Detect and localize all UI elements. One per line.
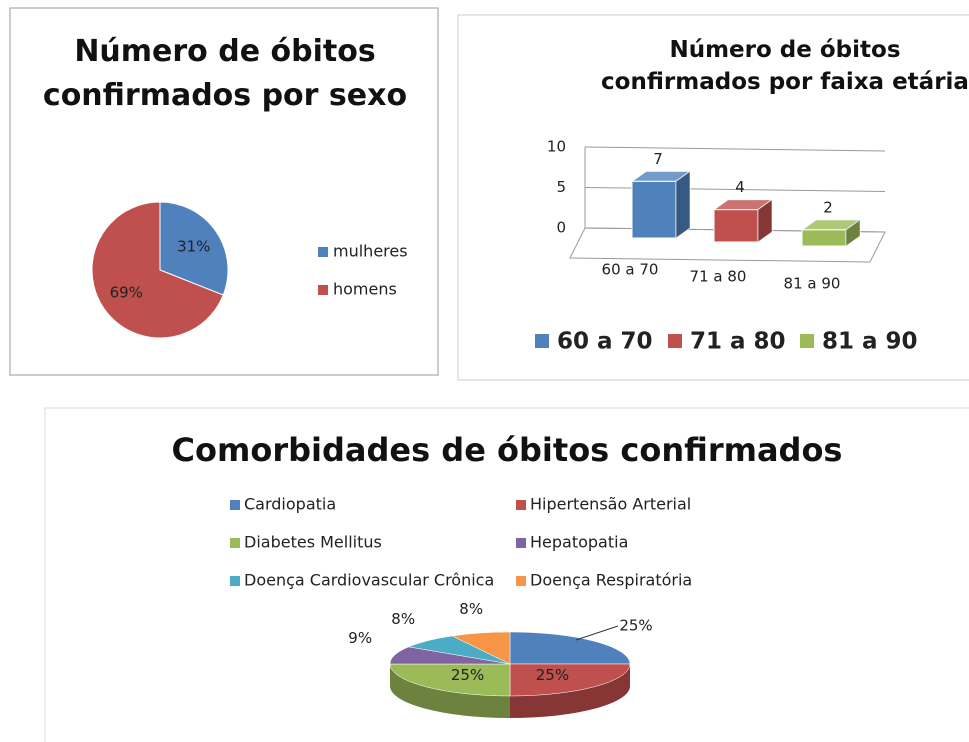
pie-side — [390, 664, 510, 718]
y-tick-label: 0 — [556, 219, 566, 237]
pie-slice — [509, 663, 631, 697]
legend-swatch — [230, 500, 240, 510]
pie-side — [510, 664, 630, 718]
data-label: 7 — [653, 150, 663, 168]
legend-label: Hipertensão Arterial — [530, 495, 691, 514]
panel — [457, 14, 969, 381]
pie-slice — [159, 201, 229, 296]
legend-label: Doença Respiratória — [530, 571, 692, 590]
legend-label: 81 a 90 — [822, 329, 918, 355]
pie-slice — [509, 631, 631, 665]
data-label: 31% — [177, 238, 210, 256]
legend-label: Hepatopatia — [530, 533, 628, 552]
leader-line — [575, 625, 619, 641]
legend-swatch — [516, 576, 526, 586]
panel — [9, 7, 439, 376]
grid-line — [584, 146, 886, 152]
legend-swatch — [516, 500, 526, 510]
y-tick-label: 5 — [556, 178, 566, 196]
pie-slice — [451, 631, 511, 665]
data-label: 8% — [459, 600, 483, 618]
legend-swatch — [318, 247, 328, 257]
legend-swatch — [535, 334, 549, 348]
legend-swatch — [800, 334, 814, 348]
pie-slice — [91, 201, 224, 339]
legend-label: 71 a 80 — [690, 329, 786, 355]
x-tick-label: 81 a 90 — [784, 275, 841, 293]
chart-title: Comorbidades de óbitos confirmados — [171, 431, 843, 469]
data-label: 25% — [451, 666, 484, 684]
bar-side — [845, 218, 861, 247]
chart-title: Número de óbitos confirmados por faixa e… — [601, 37, 969, 95]
legend-label: 60 a 70 — [557, 329, 653, 355]
legend-label: mulheres — [333, 242, 408, 261]
data-label: 8% — [391, 610, 415, 628]
data-label: 69% — [110, 283, 143, 301]
data-label: 25% — [536, 666, 569, 684]
legend-label: homens — [333, 280, 397, 299]
x-tick-label: 71 a 80 — [690, 268, 747, 286]
x-tick-label: 60 a 70 — [602, 261, 659, 279]
bar — [631, 180, 677, 239]
data-label: 4 — [735, 178, 745, 196]
legend-swatch — [230, 538, 240, 548]
bar-side — [757, 198, 773, 243]
data-label: 9% — [348, 629, 372, 647]
pie-side-shade — [510, 664, 630, 718]
legend-swatch — [318, 285, 328, 295]
data-label: 2 — [823, 198, 833, 216]
data-label: 25% — [619, 617, 652, 635]
legend-swatch — [516, 538, 526, 548]
bar — [801, 229, 847, 247]
bar-shade — [758, 199, 772, 242]
bar-side — [675, 170, 691, 239]
y-tick-label: 10 — [547, 138, 566, 156]
legend-swatch — [230, 576, 240, 586]
legend-label: Doença Cardiovascular Crônica — [244, 571, 494, 590]
floor — [569, 227, 886, 263]
legend-label: Diabetes Mellitus — [244, 533, 382, 552]
bar-shade — [676, 171, 690, 238]
chart-title: Número de óbitos confirmados por sexo — [42, 34, 408, 113]
pie-slice — [389, 663, 511, 697]
bar — [713, 209, 759, 243]
bar-shade — [846, 219, 860, 246]
pie-side-shade — [390, 664, 510, 718]
legend-swatch — [668, 334, 682, 348]
legend-label: Cardiopatia — [244, 495, 336, 514]
